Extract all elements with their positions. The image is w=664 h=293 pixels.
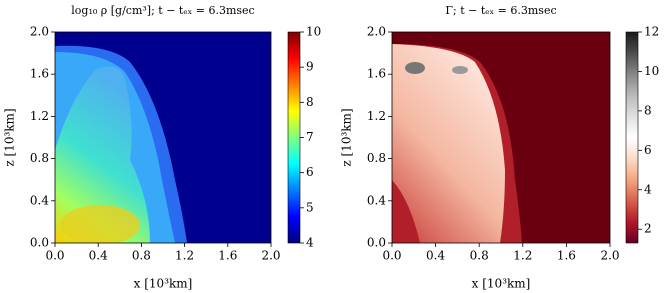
panel-title: log₁₀ ρ [g/cm³]; t − tₑₓ = 6.3msec: [71, 4, 254, 17]
y-tick-label: 1.2: [367, 109, 386, 123]
y-axis-label: z [10³km]: [340, 108, 354, 166]
x-tick-label: 2.0: [600, 249, 619, 263]
colorbar-tick-label: 10: [306, 25, 321, 39]
x-tick-label: 1.2: [175, 249, 194, 263]
density-field: [55, 32, 271, 243]
y-tick-label: 2.0: [367, 25, 386, 39]
colorbar-tick-label: 6: [306, 165, 314, 179]
colorbar-tick-label: 4: [644, 182, 652, 196]
x-axis-label: x [10³km]: [472, 277, 531, 291]
y-tick-label: 1.2: [30, 109, 49, 123]
x-tick-label: 0.0: [45, 249, 64, 263]
x-tick-label: 0.8: [132, 249, 151, 263]
y-tick-label: 1.6: [367, 67, 386, 81]
y-tick-label: 0.0: [367, 236, 386, 250]
y-tick-label: 0.4: [30, 193, 49, 207]
x-tick-label: 0.0: [382, 249, 401, 263]
colorbar-tick-label: 8: [306, 95, 314, 109]
x-tick-label: 1.6: [218, 249, 237, 263]
x-tick-label: 2.0: [261, 249, 280, 263]
y-axis-label: z [10³km]: [3, 108, 17, 166]
y-tick-label: 1.6: [30, 67, 49, 81]
colorbar-tick-label: 5: [306, 200, 314, 214]
y-tick-label: 2.0: [30, 25, 49, 39]
colorbar-tick-label: 7: [306, 130, 314, 144]
colorbar-tick-label: 2: [644, 222, 652, 236]
x-tick-label: 0.4: [89, 249, 108, 263]
colorbar-tick-label: 12: [644, 25, 659, 39]
colorbar: [625, 31, 639, 244]
colorbar-tick-label: 6: [644, 143, 652, 157]
panel-title: Γ; t − tₑₓ = 6.3msec: [445, 4, 556, 17]
colorbar-tick-label: 10: [644, 64, 659, 78]
gamma-field: [392, 32, 610, 243]
y-tick-label: 0.8: [367, 151, 386, 165]
y-tick-label: 0.8: [30, 151, 49, 165]
colorbar: [287, 31, 301, 244]
plot-frame: [54, 31, 272, 244]
x-tick-label: 1.2: [513, 249, 532, 263]
x-tick-label: 1.6: [557, 249, 576, 263]
plot-frame: [391, 31, 611, 244]
y-tick-label: 0.0: [30, 236, 49, 250]
x-tick-label: 0.4: [426, 249, 445, 263]
colorbar-tick-label: 9: [306, 60, 314, 74]
x-axis-label: x [10³km]: [134, 277, 193, 291]
x-tick-label: 0.8: [470, 249, 489, 263]
colorbar-tick-label: 4: [306, 236, 314, 250]
colorbar-tick-label: 8: [644, 103, 652, 117]
y-tick-label: 0.4: [367, 193, 386, 207]
